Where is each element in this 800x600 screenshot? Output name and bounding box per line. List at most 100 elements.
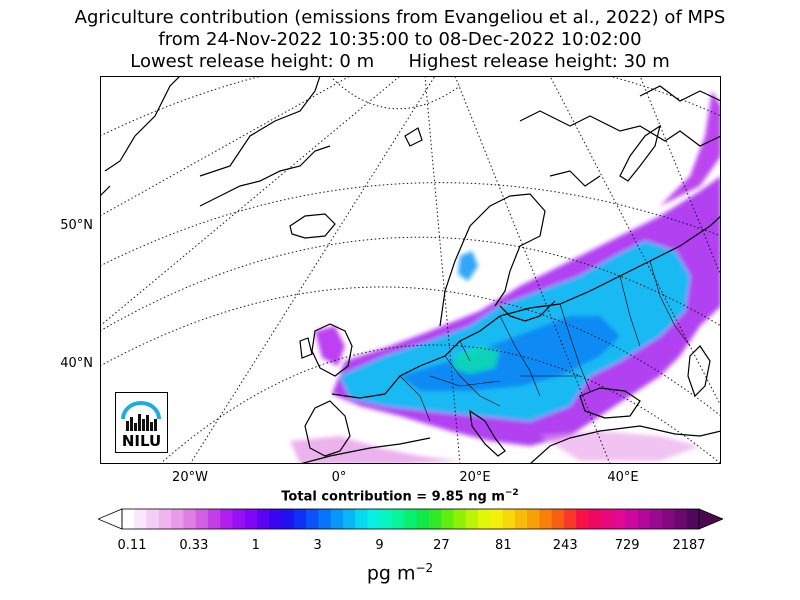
- title-line-1: Agriculture contribution (emissions from…: [74, 7, 726, 28]
- meridian-0: [189, 76, 436, 464]
- title-line-2: from 24-Nov-2022 10:35:00 to 08-Dec-2022…: [158, 29, 642, 50]
- colorbar-frame: [121, 508, 700, 530]
- black-sea-coast: [579, 387, 641, 419]
- parallel-50n: [100, 236, 721, 332]
- greenland-coast: [100, 76, 331, 207]
- colorbar-tick-label: 243: [552, 538, 578, 553]
- colorbar-unit: pg m−2: [0, 561, 800, 584]
- colorbar-cell: [171, 509, 184, 529]
- colorbar-cell: [453, 509, 467, 529]
- plume-uk: [315, 326, 345, 366]
- plume-blue-core: [400, 316, 620, 391]
- colorbar-tick-label: 0.11: [117, 538, 147, 553]
- graticule: [100, 76, 721, 464]
- colorbar-cell: [428, 509, 442, 529]
- colorbar-cell: [637, 509, 651, 529]
- colorbar-cell: [281, 509, 295, 529]
- colorbar-cell: [649, 509, 663, 529]
- colorbar-cell: [269, 509, 282, 529]
- country-borders: [399, 260, 691, 422]
- lon-label-20e: 20°E: [459, 470, 491, 485]
- colorbar-cell: [478, 509, 491, 529]
- meridian-20w: [100, 76, 401, 327]
- colorbar-cell: [244, 509, 258, 529]
- colorbar-cell: [662, 509, 675, 529]
- meridian-40e: [454, 76, 611, 464]
- colorbar-cells: [122, 509, 700, 529]
- svalbard-coast: [404, 127, 423, 147]
- colorbar-cell: [563, 509, 577, 529]
- lat-label-50n: 50°N: [60, 218, 93, 233]
- lon-label-20w: 20°W: [172, 470, 208, 485]
- colorbar-tick-label: 2187: [672, 538, 706, 553]
- colorbar-cell: [588, 509, 602, 529]
- colorbar-cell: [465, 509, 479, 529]
- novaya-zemlya-coast: [619, 124, 661, 182]
- colorbar-cell: [355, 509, 368, 529]
- colorbar-tick-label: 3: [313, 538, 322, 553]
- nilu-logo: NILU: [115, 392, 168, 453]
- colorbar-cell: [625, 509, 639, 529]
- parallel-40n: [100, 286, 721, 417]
- plume-right-strip: [660, 91, 721, 206]
- colorbar-cell: [183, 509, 197, 529]
- iceland-coast: [289, 213, 336, 239]
- colorbar-cell: [158, 509, 172, 529]
- iberia-coast: [304, 400, 351, 457]
- lon-label-0: 0°: [331, 470, 347, 485]
- parallel-60n: [100, 182, 721, 267]
- colorbar-cell: [318, 509, 332, 529]
- title-line-3: Lowest release height: 0 m Highest relea…: [130, 51, 670, 72]
- concentration-plume: [290, 91, 721, 464]
- plume-magenta-ne: [540, 431, 700, 461]
- colorbar-cell: [367, 509, 381, 529]
- colorbar-tick-label: 81: [495, 538, 512, 553]
- colorbar-cell: [686, 509, 700, 529]
- scandinavia-coast: [439, 193, 556, 327]
- colorbar-cell: [257, 509, 270, 529]
- colorbar-tick-label: 729: [614, 538, 640, 553]
- colorbar-cell: [146, 509, 160, 529]
- lon-label-40e: 40°E: [607, 470, 639, 485]
- colorbar-cell: [293, 509, 307, 529]
- colorbar-cell: [207, 509, 221, 529]
- coastlines: [100, 76, 721, 464]
- map-panel: [100, 76, 721, 464]
- total-contribution: Total contribution = 9.85 ng m−2: [0, 488, 800, 504]
- plume-green-core: [452, 346, 500, 374]
- lat-label-40n: 40°N: [60, 356, 93, 371]
- colorbar-cell: [330, 509, 344, 529]
- colorbar-unit-text: pg m: [366, 562, 416, 585]
- colorbar-cell: [600, 509, 614, 529]
- colorbar-tick-label: 0.33: [179, 538, 209, 553]
- colorbar-cell: [195, 509, 209, 529]
- colorbar-cell: [306, 509, 319, 529]
- colorbar-cell: [122, 509, 135, 529]
- colorbar-cell: [404, 509, 418, 529]
- colorbar-cell: [441, 509, 454, 529]
- colorbar-tick-label: 27: [433, 538, 450, 553]
- colorbar-cell: [539, 509, 553, 529]
- colorbar-cell: [514, 509, 528, 529]
- colorbar-cell: [527, 509, 540, 529]
- colorbar-cell: [613, 509, 626, 529]
- nilu-logo-text: NILU: [121, 432, 162, 450]
- total-contribution-exponent: −2: [504, 488, 519, 498]
- nilu-logo-graphic: [121, 401, 161, 431]
- plume-scandinavia: [458, 251, 478, 281]
- parallel-70n: [100, 76, 721, 137]
- meridian-20e: [424, 76, 461, 464]
- arctic-russia-coast: [519, 85, 721, 187]
- colorbar-cell: [232, 509, 246, 529]
- colorbar-cell: [134, 509, 147, 529]
- colorbar-unit-exponent: −2: [415, 561, 434, 575]
- colorbar-cell: [342, 509, 356, 529]
- colorbar-tick-label: 1: [251, 538, 260, 553]
- colorbar: [98, 508, 723, 530]
- italy-coast: [469, 409, 506, 457]
- colorbar-cell: [379, 509, 393, 529]
- british-isles-coast: [299, 323, 353, 377]
- total-contribution-text: Total contribution = 9.85 ng m: [281, 489, 505, 505]
- caspian-coast: [687, 345, 711, 398]
- mediterranean-coast: [299, 425, 721, 464]
